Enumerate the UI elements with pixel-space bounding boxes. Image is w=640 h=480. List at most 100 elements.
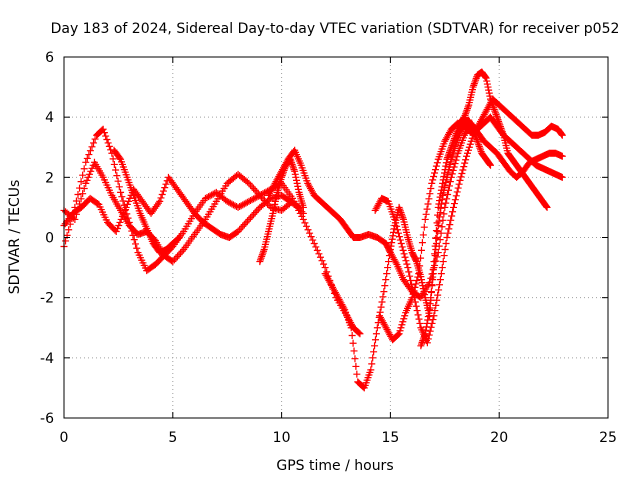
data-point: [367, 366, 375, 374]
data-point: [441, 203, 449, 211]
data-point: [440, 169, 448, 177]
data-point: [455, 130, 463, 138]
data-point: [481, 72, 489, 80]
data-point: [411, 283, 419, 291]
data-point: [116, 218, 124, 226]
data-point: [465, 143, 473, 151]
data-point: [113, 224, 121, 232]
data-point: [420, 223, 428, 231]
data-point: [373, 324, 381, 332]
data-point: [405, 268, 413, 276]
data-point: [432, 234, 440, 242]
data-point: [418, 338, 426, 346]
data-point: [412, 302, 420, 310]
data-point: [226, 199, 234, 207]
data-point: [256, 191, 264, 199]
data-point: [486, 161, 494, 169]
data-point: [486, 160, 494, 168]
data-point: [470, 127, 478, 135]
data-point: [83, 176, 91, 184]
data-point: [407, 276, 415, 284]
data-point: [436, 281, 444, 289]
data-point: [398, 243, 406, 251]
x-tick-label: 20: [490, 430, 508, 446]
data-point: [542, 203, 550, 211]
data-point: [292, 173, 300, 181]
data-point: [270, 203, 278, 211]
data-point: [245, 215, 253, 223]
data-point: [395, 203, 403, 211]
data-point: [462, 110, 470, 118]
data-point: [394, 226, 402, 234]
data-point: [431, 250, 439, 258]
data-point: [340, 304, 348, 312]
data-point: [399, 318, 407, 326]
data-point: [461, 111, 469, 119]
data-point: [457, 173, 465, 181]
data-point: [440, 252, 448, 260]
data-point: [88, 143, 96, 151]
data-point: [449, 208, 457, 216]
data-point: [398, 210, 406, 218]
x-tick-label: 10: [273, 430, 291, 446]
data-point: [201, 194, 209, 202]
data-point: [120, 209, 128, 217]
data-point: [444, 152, 452, 160]
data-point: [175, 251, 183, 259]
data-point: [348, 331, 356, 339]
data-point: [240, 221, 248, 229]
data-point: [401, 253, 409, 261]
series-track-8: [371, 95, 566, 347]
data-point: [438, 264, 446, 272]
data-point: [463, 105, 471, 113]
data-point: [237, 224, 245, 232]
data-point: [470, 129, 478, 137]
data-point: [442, 240, 450, 248]
data-point: [463, 152, 471, 160]
data-point: [243, 198, 251, 206]
data-point: [475, 141, 483, 149]
data-point: [109, 155, 117, 163]
data-point: [431, 169, 439, 177]
data-point: [353, 370, 361, 378]
data-point: [472, 134, 480, 142]
data-point: [394, 229, 402, 237]
data-point: [412, 256, 420, 264]
data-point: [475, 142, 483, 150]
data-point: [450, 203, 458, 211]
data-point: [290, 166, 298, 174]
data-point: [178, 247, 186, 255]
data-point: [417, 246, 425, 254]
data-point: [491, 107, 499, 115]
data-point: [372, 330, 380, 338]
data-point: [383, 270, 391, 278]
data-point: [393, 222, 401, 230]
data-point: [427, 294, 435, 302]
data-point: [433, 234, 441, 241]
data-point: [159, 187, 167, 195]
data-point: [468, 124, 476, 132]
data-point: [350, 347, 358, 355]
data-point: [444, 229, 452, 237]
data-point: [299, 215, 307, 223]
data-point: [391, 215, 399, 223]
data-point: [256, 258, 264, 266]
data-point: [172, 254, 180, 262]
data-point: [162, 180, 170, 188]
data-point: [439, 216, 447, 224]
data-point: [425, 195, 433, 203]
data-point: [437, 200, 445, 208]
data-point: [104, 139, 112, 147]
data-point: [490, 105, 498, 113]
data-point: [421, 215, 429, 223]
data-point: [415, 270, 423, 278]
data-point: [206, 192, 214, 200]
data-point: [403, 260, 411, 268]
data-point: [404, 264, 412, 272]
data-point: [453, 137, 461, 145]
data-point: [458, 169, 466, 177]
data-point: [271, 200, 279, 208]
data-point: [321, 264, 329, 272]
data-point: [467, 137, 475, 145]
data-point: [320, 260, 328, 268]
